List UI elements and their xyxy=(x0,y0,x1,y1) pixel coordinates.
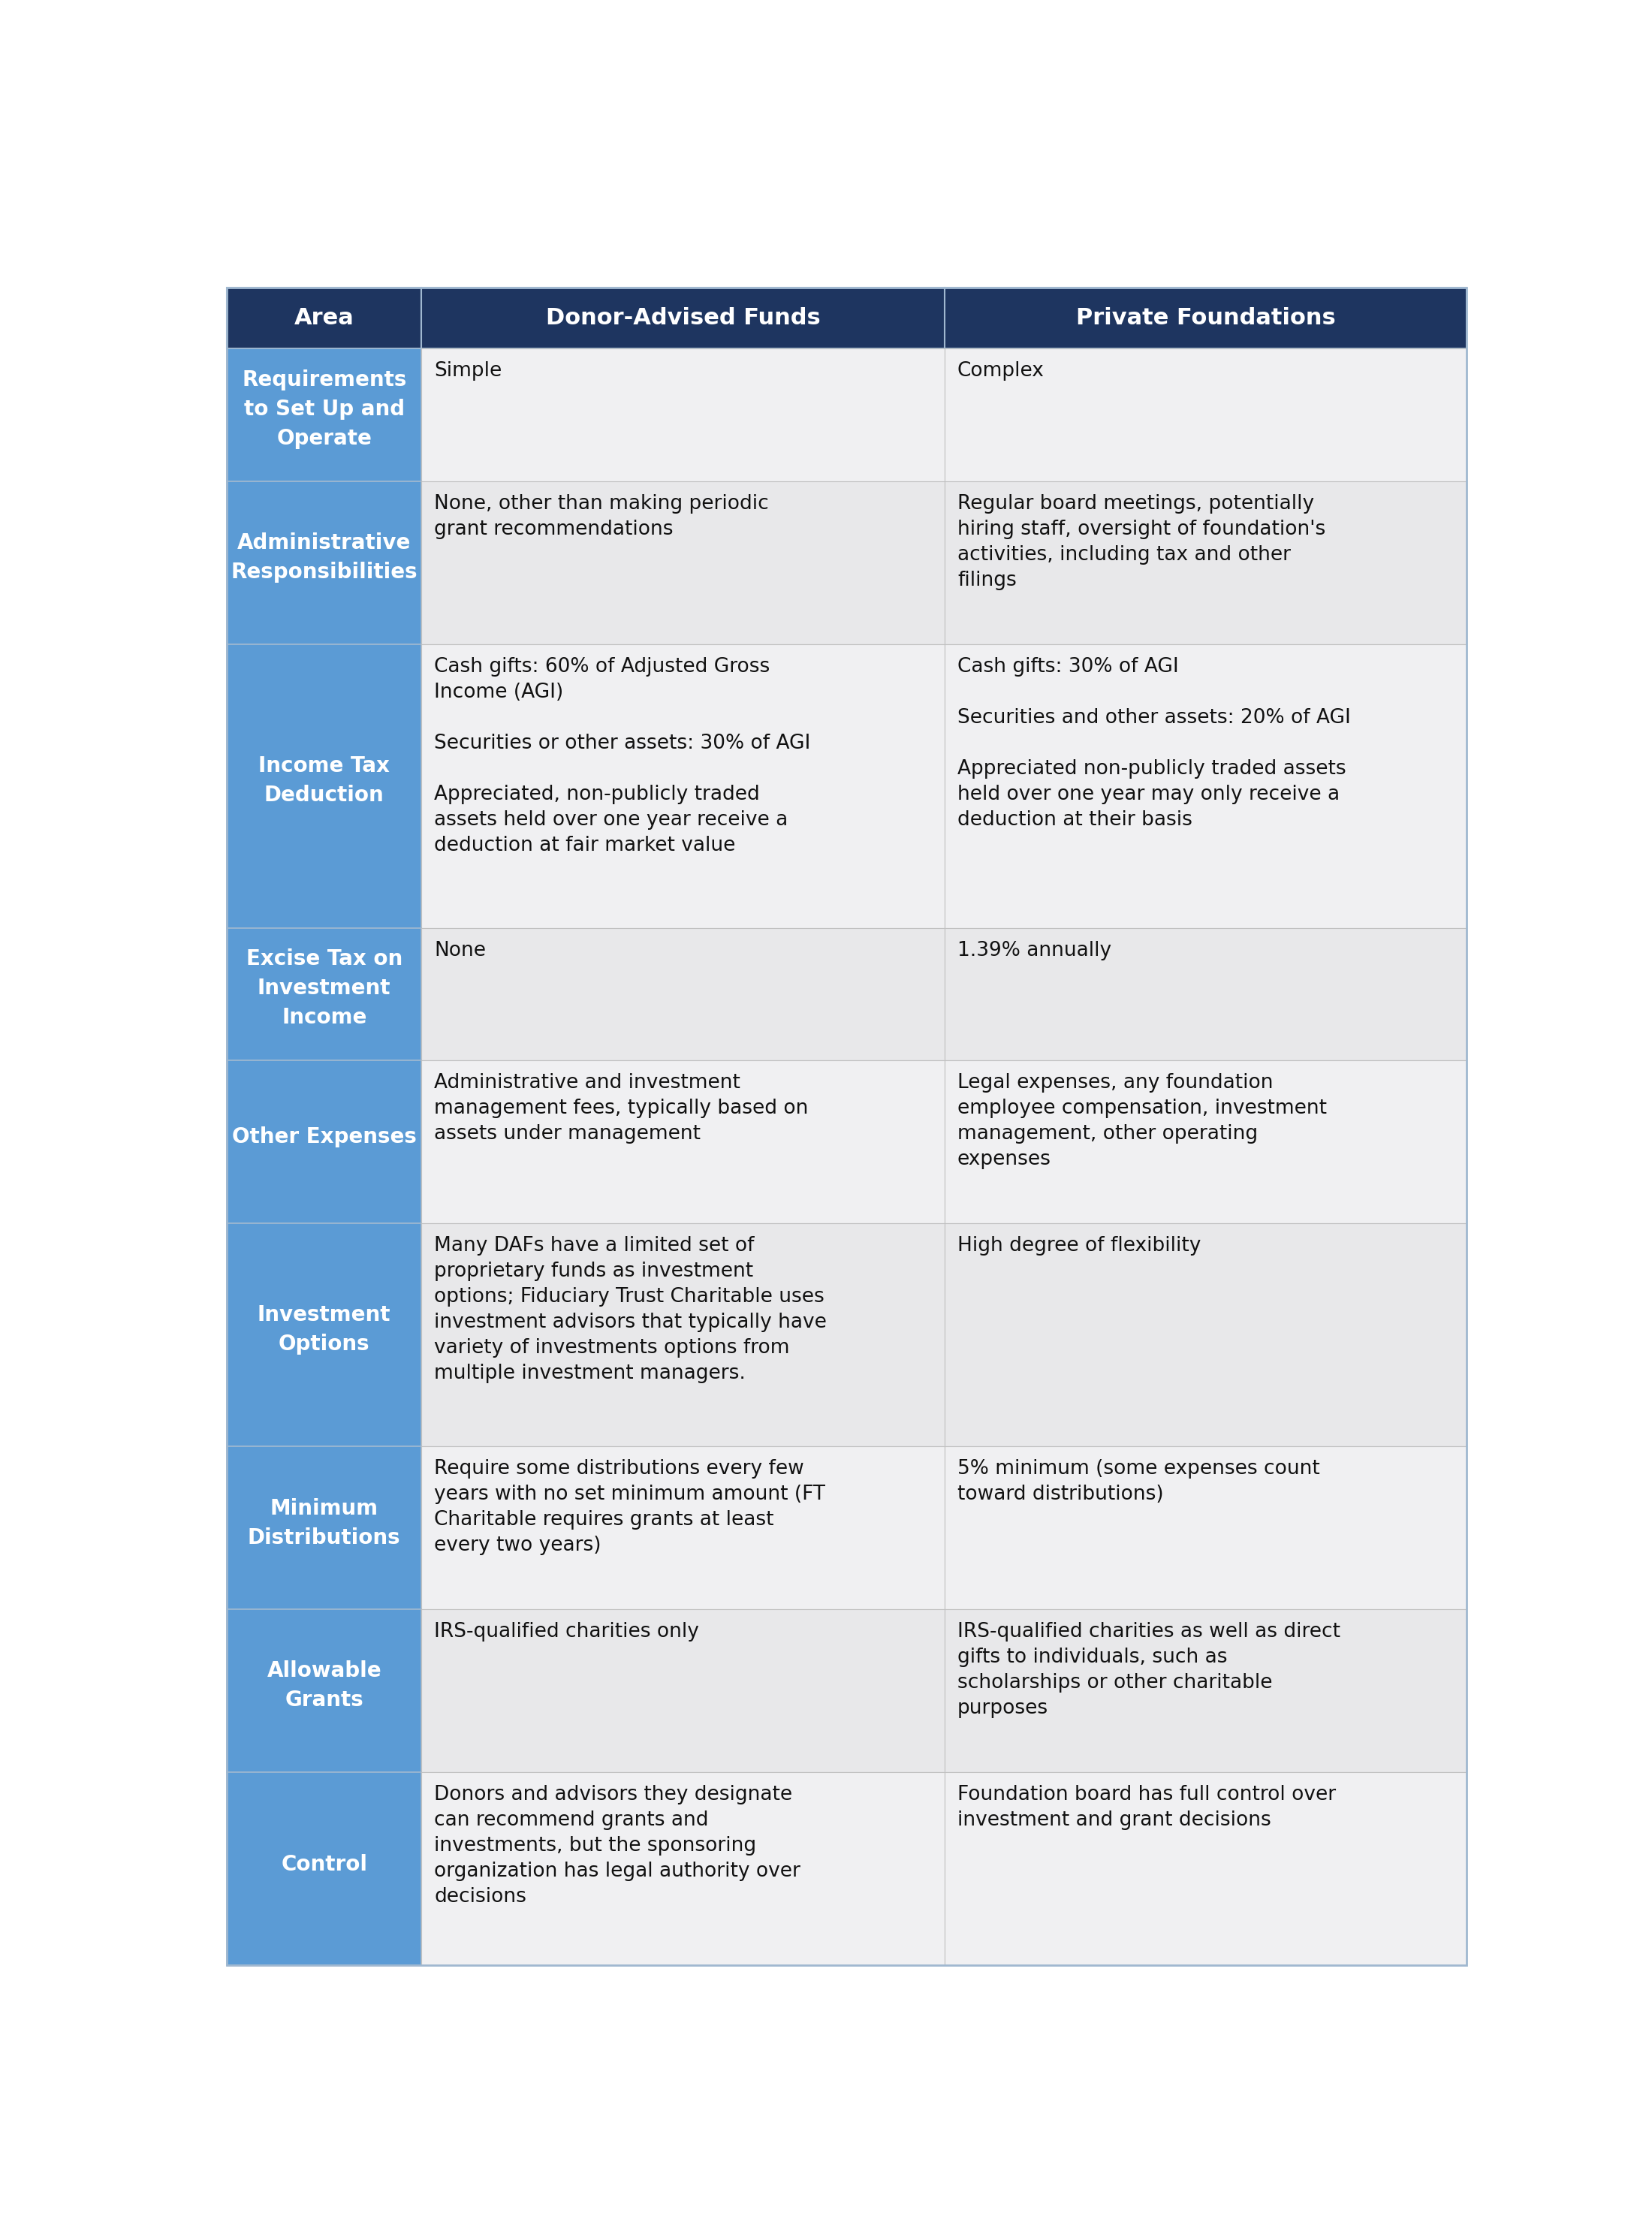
Text: Foundation board has full control over
investment and grant decisions: Foundation board has full control over i… xyxy=(958,1785,1336,1829)
Text: Allowable
Grants: Allowable Grants xyxy=(268,1660,382,1711)
Bar xyxy=(945,288,1467,348)
Bar xyxy=(421,1771,945,1966)
Bar xyxy=(226,645,421,928)
Bar xyxy=(421,348,945,482)
Text: Control: Control xyxy=(281,1854,367,1874)
Text: Complex: Complex xyxy=(958,361,1044,382)
Bar xyxy=(226,1771,421,1966)
Bar xyxy=(945,1060,1467,1223)
Text: High degree of flexibility: High degree of flexibility xyxy=(958,1236,1201,1256)
Bar xyxy=(226,288,421,348)
Bar xyxy=(226,482,421,645)
Bar xyxy=(421,928,945,1060)
Bar xyxy=(421,1060,945,1223)
Bar xyxy=(945,645,1467,928)
Text: Other Expenses: Other Expenses xyxy=(231,1127,416,1147)
Bar xyxy=(945,348,1467,482)
Text: Income Tax
Deduction: Income Tax Deduction xyxy=(258,756,390,805)
Text: 1.39% annually: 1.39% annually xyxy=(958,941,1112,959)
Text: Area: Area xyxy=(294,308,354,330)
Text: Legal expenses, any foundation
employee compensation, investment
management, oth: Legal expenses, any foundation employee … xyxy=(958,1073,1327,1169)
Text: Cash gifts: 60% of Adjusted Gross
Income (AGI)

Securities or other assets: 30% : Cash gifts: 60% of Adjusted Gross Income… xyxy=(434,656,811,854)
Bar xyxy=(226,1060,421,1223)
Text: None: None xyxy=(434,941,486,959)
Bar xyxy=(421,288,945,348)
Text: Administrative and investment
management fees, typically based on
assets under m: Administrative and investment management… xyxy=(434,1073,808,1145)
Text: Many DAFs have a limited set of
proprietary funds as investment
options; Fiducia: Many DAFs have a limited set of propriet… xyxy=(434,1236,828,1383)
Text: Simple: Simple xyxy=(434,361,502,382)
Text: IRS-qualified charities as well as direct
gifts to individuals, such as
scholars: IRS-qualified charities as well as direc… xyxy=(958,1622,1340,1718)
Bar xyxy=(226,1223,421,1446)
Bar xyxy=(226,348,421,482)
Text: Excise Tax on
Investment
Income: Excise Tax on Investment Income xyxy=(246,948,403,1028)
Text: 5% minimum (some expenses count
toward distributions): 5% minimum (some expenses count toward d… xyxy=(958,1459,1320,1504)
Bar xyxy=(945,1771,1467,1966)
Bar xyxy=(421,1446,945,1609)
Bar xyxy=(226,928,421,1060)
Bar xyxy=(945,928,1467,1060)
Text: Donors and advisors they designate
can recommend grants and
investments, but the: Donors and advisors they designate can r… xyxy=(434,1785,801,1908)
Bar xyxy=(226,1446,421,1609)
Text: Require some distributions every few
years with no set minimum amount (FT
Charit: Require some distributions every few yea… xyxy=(434,1459,826,1555)
Text: Donor-Advised Funds: Donor-Advised Funds xyxy=(545,308,821,330)
Text: Cash gifts: 30% of AGI

Securities and other assets: 20% of AGI

Appreciated non: Cash gifts: 30% of AGI Securities and ot… xyxy=(958,656,1351,830)
Bar xyxy=(945,1609,1467,1771)
Bar xyxy=(421,482,945,645)
Bar xyxy=(945,482,1467,645)
Text: IRS-qualified charities only: IRS-qualified charities only xyxy=(434,1622,699,1642)
Bar xyxy=(945,1223,1467,1446)
Text: Private Foundations: Private Foundations xyxy=(1075,308,1335,330)
Bar xyxy=(226,1609,421,1771)
Bar xyxy=(945,1446,1467,1609)
Bar xyxy=(421,1609,945,1771)
Bar xyxy=(421,1223,945,1446)
Text: Regular board meetings, potentially
hiring staff, oversight of foundation's
acti: Regular board meetings, potentially hiri… xyxy=(958,493,1325,589)
Bar xyxy=(421,645,945,928)
Text: Minimum
Distributions: Minimum Distributions xyxy=(248,1497,401,1548)
Text: Administrative
Responsibilities: Administrative Responsibilities xyxy=(231,533,418,582)
Text: Requirements
to Set Up and
Operate: Requirements to Set Up and Operate xyxy=(241,370,406,448)
Text: Investment
Options: Investment Options xyxy=(258,1305,392,1354)
Text: None, other than making periodic
grant recommendations: None, other than making periodic grant r… xyxy=(434,493,768,540)
